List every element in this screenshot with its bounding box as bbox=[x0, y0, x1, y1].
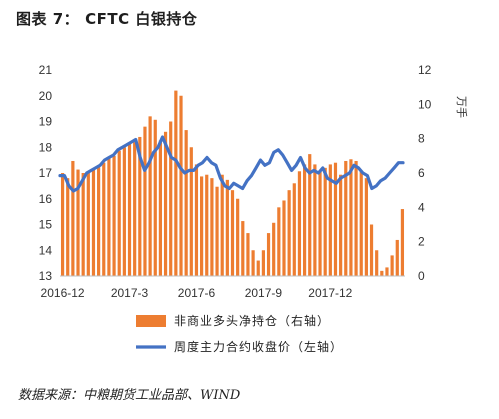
right-axis-tick: 10 bbox=[418, 97, 432, 111]
left-axis-tick: 20 bbox=[39, 89, 53, 103]
legend-label-line: 周度主力合约收盘价（左轴） bbox=[174, 339, 343, 354]
bar bbox=[117, 150, 121, 276]
bar bbox=[60, 173, 65, 276]
bar bbox=[153, 119, 157, 277]
bar bbox=[349, 159, 353, 276]
bar bbox=[339, 174, 343, 276]
bar bbox=[241, 221, 245, 276]
bar bbox=[277, 207, 281, 276]
left-axis-tick: 19 bbox=[39, 115, 53, 129]
left-axis-tick: 16 bbox=[39, 192, 53, 206]
bar bbox=[256, 260, 260, 276]
bar bbox=[91, 169, 96, 276]
bar bbox=[385, 267, 389, 276]
bar bbox=[138, 136, 142, 276]
bar bbox=[364, 178, 368, 276]
price-line bbox=[58, 135, 405, 193]
bar bbox=[230, 190, 235, 276]
right-axis-tick: 4 bbox=[418, 200, 425, 214]
bar bbox=[272, 222, 276, 276]
bar bbox=[292, 183, 296, 276]
x-axis-tick: 2017-9 bbox=[245, 286, 283, 300]
bar bbox=[122, 147, 126, 276]
bar bbox=[169, 121, 173, 276]
bar bbox=[81, 173, 85, 276]
bar bbox=[174, 90, 178, 276]
bar bbox=[143, 126, 147, 277]
bar bbox=[308, 154, 312, 276]
bar bbox=[194, 164, 199, 276]
right-axis-tick: 12 bbox=[418, 63, 432, 77]
right-axis-unit: 万手 bbox=[455, 96, 469, 118]
figure-title-prefix: 图表 7： bbox=[16, 10, 80, 28]
x-axis-tick: 2017-12 bbox=[308, 286, 352, 300]
left-axis-tick: 17 bbox=[39, 166, 53, 180]
bar bbox=[344, 160, 348, 276]
bar bbox=[66, 178, 70, 276]
bar bbox=[189, 147, 193, 276]
left-axis-tick: 18 bbox=[39, 140, 53, 154]
bar bbox=[215, 186, 219, 276]
figure-title: 图表 7： CFTC 白银持仓 bbox=[16, 8, 197, 29]
left-axis-tick: 15 bbox=[39, 218, 53, 232]
bar bbox=[375, 250, 379, 276]
right-axis-tick: 2 bbox=[418, 235, 425, 249]
source-note: 数据来源：中粮期货工业品部、WIND bbox=[18, 388, 241, 403]
bar bbox=[133, 142, 137, 276]
figure-title-text: CFTC 白银持仓 bbox=[85, 10, 198, 28]
bar bbox=[354, 160, 358, 276]
bar bbox=[86, 171, 90, 276]
bar bbox=[261, 250, 265, 276]
bar bbox=[179, 95, 183, 276]
bar bbox=[313, 164, 317, 276]
left-axis-tick: 14 bbox=[39, 243, 53, 257]
bar bbox=[266, 233, 271, 276]
bar bbox=[71, 160, 75, 276]
bar bbox=[158, 140, 163, 276]
bar bbox=[107, 157, 111, 276]
bar bbox=[390, 255, 394, 276]
x-axis-tick: 2017-3 bbox=[111, 286, 149, 300]
right-axis-tick: 0 bbox=[418, 269, 425, 283]
x-axis-tick: 2017-6 bbox=[178, 286, 216, 300]
bar bbox=[369, 224, 374, 276]
bar bbox=[210, 178, 214, 276]
bar bbox=[112, 155, 116, 276]
legend-label-bar: 非商业多头净持仓（右轴） bbox=[174, 313, 330, 328]
bar bbox=[400, 209, 405, 276]
legend-swatch-bar bbox=[136, 315, 166, 327]
bar bbox=[205, 174, 209, 276]
bar bbox=[302, 164, 307, 276]
bar bbox=[328, 164, 332, 276]
bar bbox=[127, 143, 132, 276]
bar bbox=[236, 198, 240, 276]
bar bbox=[246, 233, 250, 276]
bar bbox=[287, 190, 291, 276]
bar bbox=[323, 167, 327, 276]
bar bbox=[251, 250, 255, 276]
bar bbox=[395, 239, 399, 276]
bar bbox=[225, 179, 229, 276]
bar bbox=[297, 171, 302, 276]
bar bbox=[97, 166, 101, 276]
bar bbox=[148, 116, 152, 276]
bar bbox=[282, 200, 286, 276]
bar bbox=[76, 169, 80, 276]
bar bbox=[380, 270, 384, 276]
bar bbox=[359, 171, 363, 276]
right-axis-tick: 8 bbox=[418, 132, 425, 146]
bar bbox=[220, 174, 224, 276]
right-axis-tick: 6 bbox=[418, 166, 425, 180]
left-axis-tick: 21 bbox=[39, 63, 53, 77]
bar bbox=[318, 171, 322, 276]
bar bbox=[102, 162, 106, 276]
bar bbox=[184, 130, 188, 276]
bar bbox=[333, 162, 338, 276]
bar bbox=[163, 131, 168, 276]
x-axis-tick: 2016-12 bbox=[41, 286, 85, 300]
bar bbox=[200, 176, 204, 276]
left-axis-tick: 13 bbox=[39, 269, 53, 283]
